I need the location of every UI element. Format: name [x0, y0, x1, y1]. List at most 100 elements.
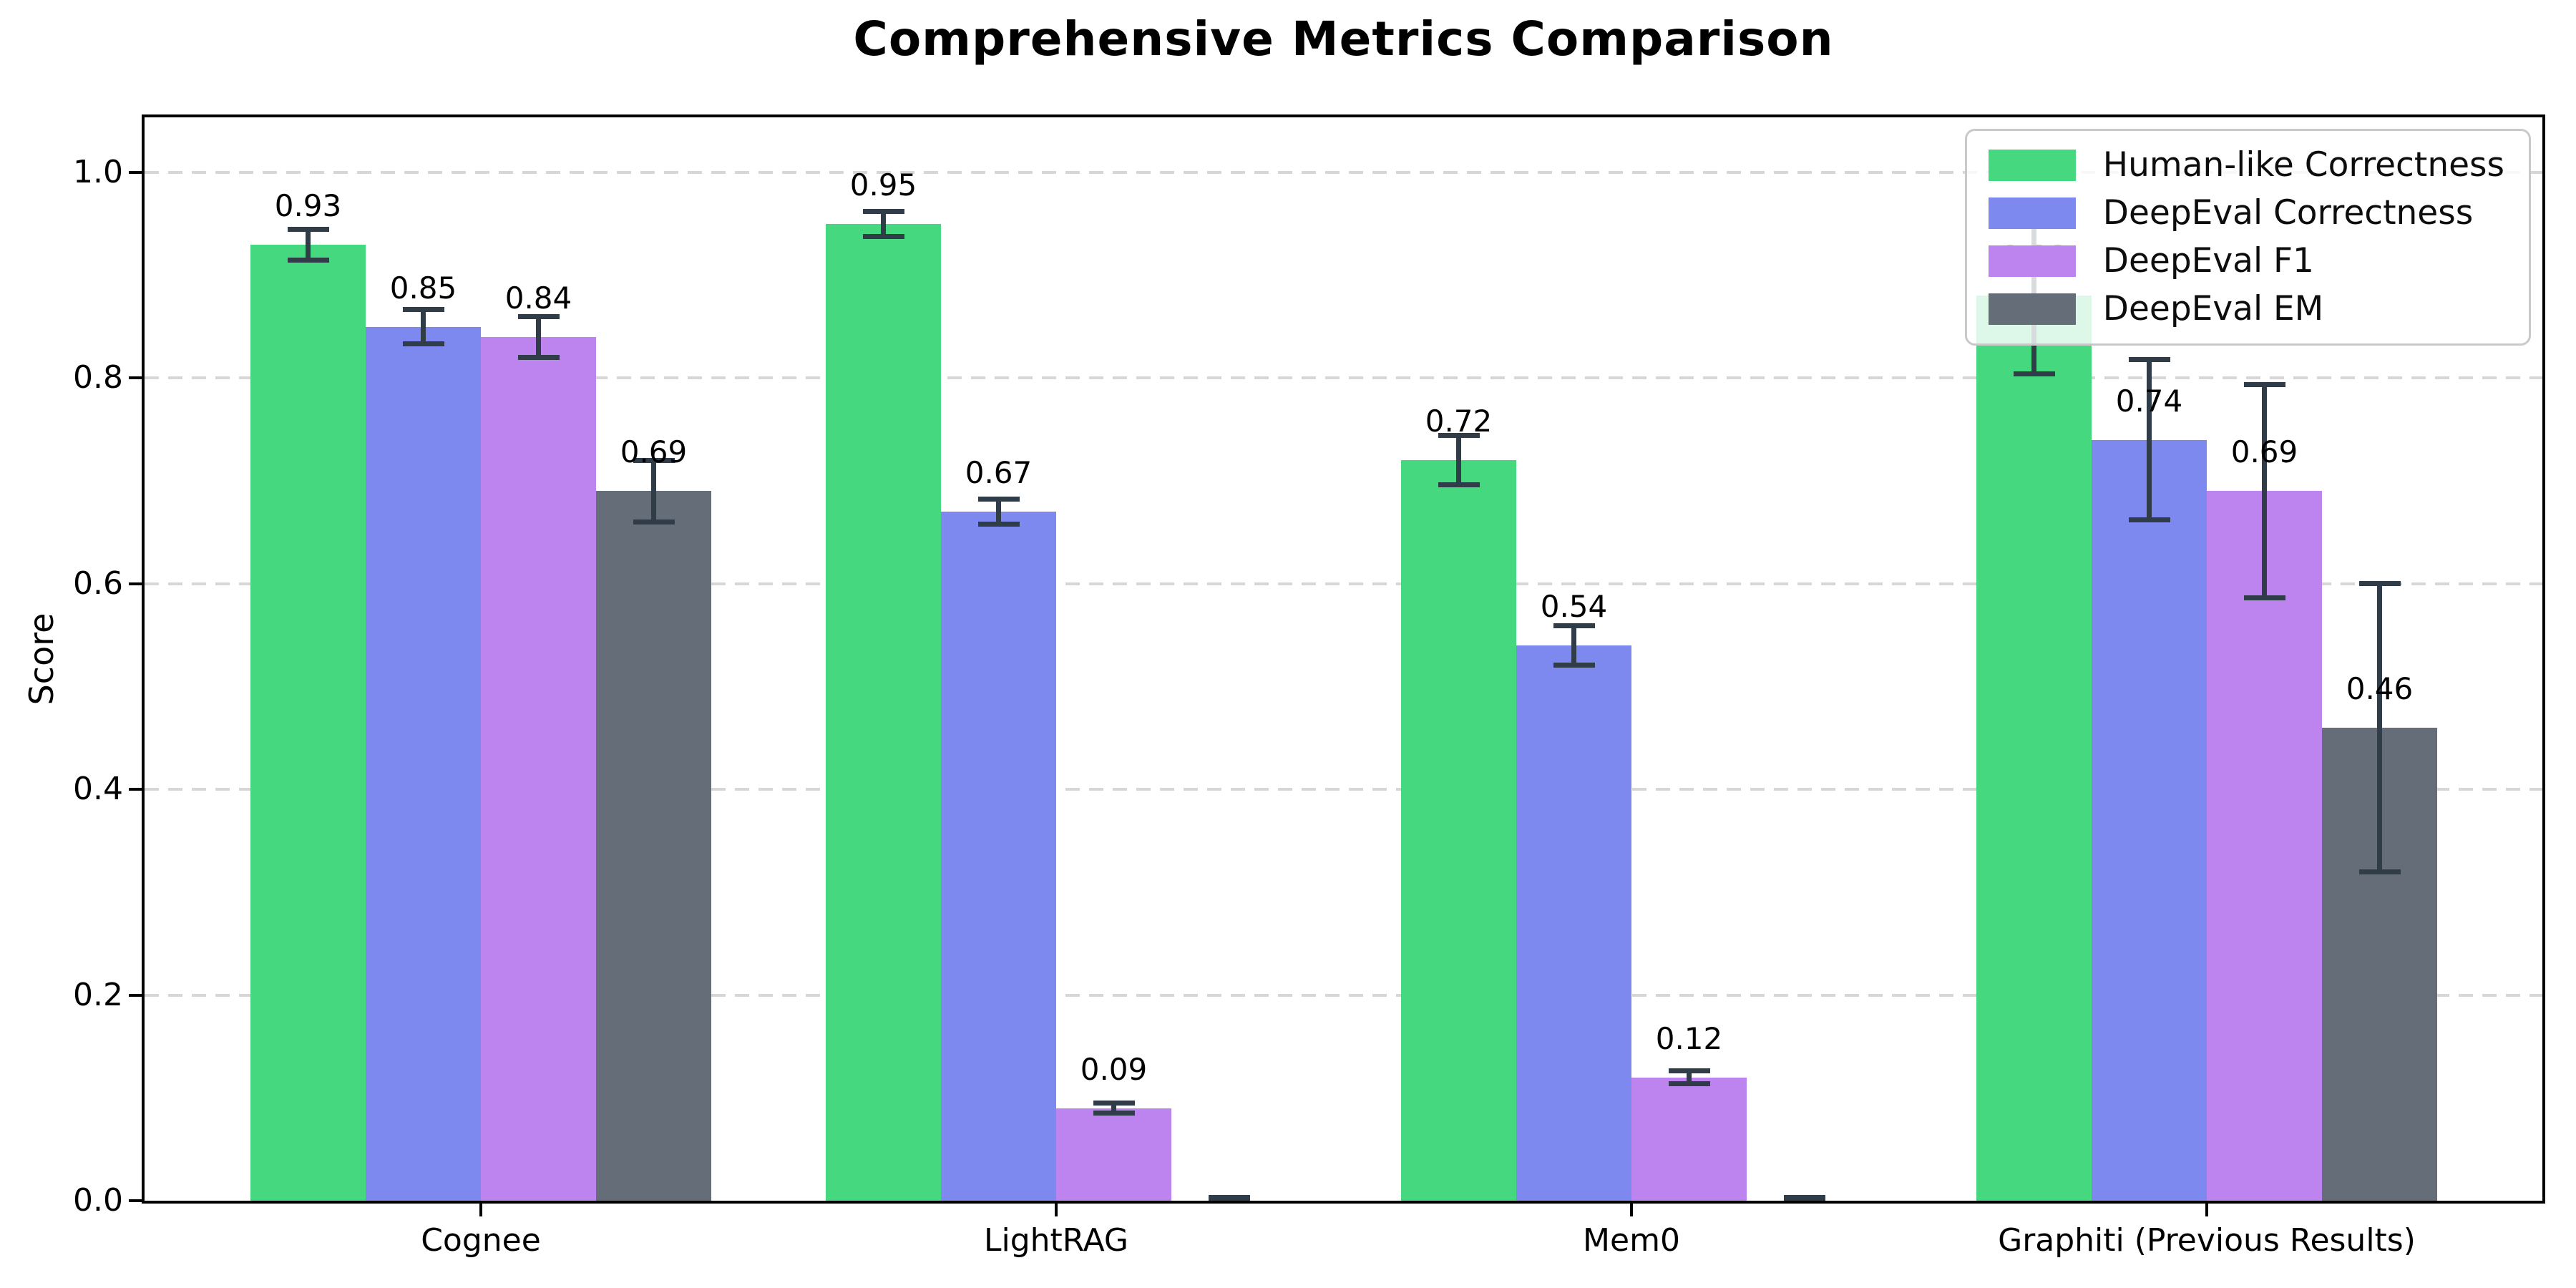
gridline: [145, 171, 2542, 174]
gridline: [145, 788, 2542, 791]
error-bar: [651, 460, 656, 522]
bar: [2207, 491, 2322, 1201]
x-tick-mark: [2205, 1204, 2208, 1216]
legend-swatch: [1988, 197, 2076, 229]
bar: [1631, 1077, 1747, 1201]
bar-value-label: 0.09: [1080, 1051, 1148, 1087]
error-bar: [996, 499, 1001, 525]
y-tick-mark: [129, 993, 142, 997]
error-bar-cap-bottom: [2013, 371, 2055, 377]
y-tick-label: 0.2: [73, 976, 123, 1013]
error-bar: [2147, 359, 2152, 520]
x-tick-mark: [1630, 1204, 1633, 1216]
bar: [596, 491, 711, 1201]
legend-item: Human-like Correctness: [1988, 145, 2504, 185]
legend-label: DeepEval Correctness: [2102, 193, 2474, 233]
error-bar-cap-bottom: [517, 355, 560, 361]
error-bar-cap-bottom: [1553, 662, 1595, 668]
error-bar-cap-top: [402, 306, 444, 312]
bar: [2092, 439, 2207, 1201]
legend-item: DeepEval EM: [1988, 289, 2504, 328]
bar: [1056, 1108, 1171, 1201]
bar-value-label: 0.72: [1425, 404, 1493, 439]
error-bar-cap-bottom: [1438, 482, 1480, 488]
bar: [1516, 645, 1631, 1201]
legend-label: DeepEval EM: [2102, 289, 2324, 328]
error-bar: [306, 229, 311, 260]
legend-item: DeepEval F1: [1988, 241, 2504, 280]
error-bar-cap-top: [1668, 1068, 1710, 1074]
y-tick-mark: [129, 1199, 142, 1202]
bar: [481, 336, 596, 1201]
error-bar-cap-top: [1093, 1101, 1135, 1106]
bar-value-label: 0.93: [274, 187, 342, 223]
error-bar-cap-bottom: [977, 521, 1020, 527]
y-tick-label: 0.8: [73, 359, 123, 396]
bar-value-label: 0.95: [849, 167, 917, 203]
bar-value-label: 0.46: [2346, 670, 2414, 706]
y-tick-mark: [129, 788, 142, 791]
error-bar-cap-top: [977, 497, 1020, 502]
error-bar-cap-bottom: [2358, 869, 2401, 874]
bar-value-label: 0.84: [504, 280, 572, 316]
bar-value-label: 0.85: [389, 270, 457, 306]
bar: [250, 244, 366, 1201]
legend-label: DeepEval F1: [2102, 241, 2314, 280]
x-tick-label: Mem0: [1583, 1222, 1680, 1259]
x-tick-mark: [1055, 1204, 1058, 1216]
error-bar-cap-bottom: [1668, 1080, 1710, 1086]
bar-value-label: 0.67: [965, 455, 1033, 491]
y-tick-mark: [129, 376, 142, 380]
error-bar-cap-top: [517, 313, 560, 319]
error-bar: [1456, 435, 1461, 485]
bar: [1976, 296, 2092, 1201]
error-bar-cap-bottom: [402, 341, 444, 347]
legend-label: Human-like Correctness: [2102, 145, 2504, 185]
error-bar-cap-top: [862, 209, 904, 215]
y-axis-label: Score: [22, 613, 61, 706]
y-tick-mark: [129, 582, 142, 585]
error-bar-cap-bottom: [1208, 1196, 1250, 1201]
bar-value-label: 0.12: [1655, 1020, 1723, 1056]
error-bar-cap-top: [2243, 381, 2285, 387]
error-bar: [536, 316, 541, 358]
bar: [366, 326, 481, 1201]
error-bar: [421, 309, 426, 344]
bar-value-label: 0.69: [620, 434, 688, 470]
bar-value-label: 0.74: [2115, 383, 2183, 419]
x-tick-label: Cognee: [421, 1222, 541, 1259]
x-tick-mark: [479, 1204, 482, 1216]
bar: [826, 223, 941, 1201]
error-bar: [1687, 1070, 1692, 1084]
bar: [1401, 460, 1516, 1201]
error-bar-cap-bottom: [1093, 1111, 1135, 1116]
error-bar-cap-bottom: [862, 233, 904, 239]
legend-swatch: [1988, 293, 2076, 325]
error-bar-cap-top: [287, 226, 329, 232]
x-tick-label: LightRAG: [983, 1222, 1129, 1259]
error-bar-cap-bottom: [1783, 1196, 1825, 1201]
error-bar: [1111, 1103, 1116, 1113]
error-bar-cap-top: [1553, 623, 1595, 629]
error-bar-cap-top: [2128, 357, 2170, 363]
legend-swatch: [1988, 245, 2076, 277]
y-tick-label: 1.0: [73, 154, 123, 190]
error-bar-cap-bottom: [287, 257, 329, 263]
error-bar-cap-bottom: [2243, 595, 2285, 601]
chart-title: Comprehensive Metrics Comparison: [853, 11, 1834, 67]
plot-area: Human-like Correctness DeepEval Correctne…: [73, 114, 2545, 1259]
bar: [941, 512, 1056, 1201]
bar-value-label: 0.69: [2230, 434, 2298, 470]
error-bar-cap-top: [1438, 433, 1480, 439]
bar-value-label: 0.54: [1540, 589, 1608, 625]
error-bar-cap-bottom: [2128, 517, 2170, 523]
error-bar-cap-top: [2358, 581, 2401, 587]
error-bar: [2262, 384, 2267, 598]
y-tick-label: 0.4: [73, 771, 123, 808]
legend-item: DeepEval Correctness: [1988, 193, 2504, 233]
gridline: [145, 376, 2542, 380]
legend-swatch: [1988, 150, 2076, 181]
gridline: [145, 993, 2542, 997]
y-tick-label: 0.6: [73, 565, 123, 602]
